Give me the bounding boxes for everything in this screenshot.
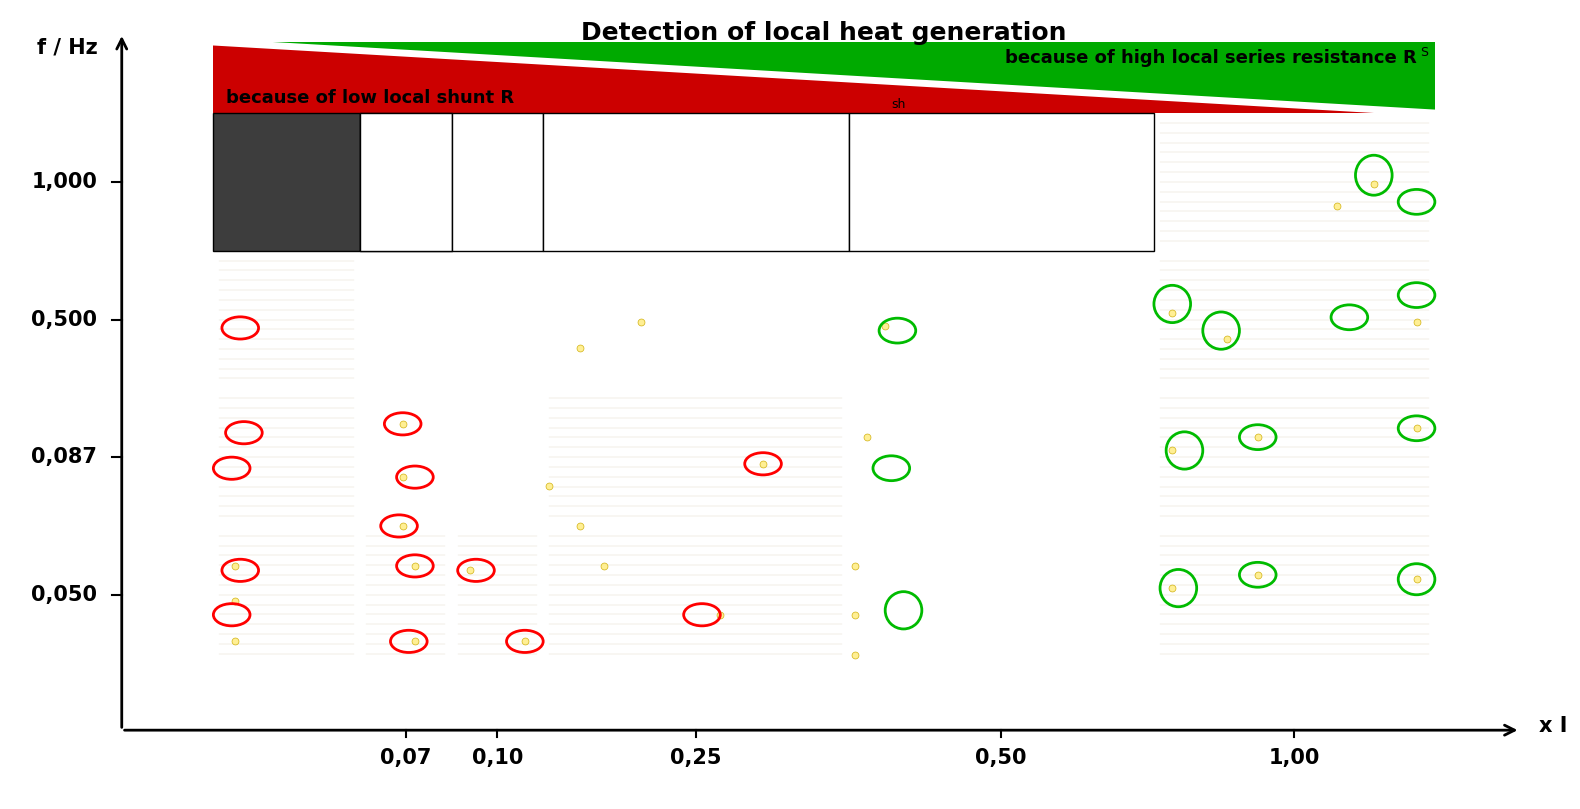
Text: 0,050: 0,050 [32,585,98,605]
Text: sh: sh [891,98,905,112]
Text: 0,50: 0,50 [975,748,1027,768]
Polygon shape [213,42,1435,113]
Bar [848,113,1153,251]
Text: 1,000: 1,000 [32,172,98,192]
Bar [213,42,1435,113]
Text: 0,07: 0,07 [381,748,431,768]
Text: Detection of local heat generation: Detection of local heat generation [581,21,1066,45]
Polygon shape [213,42,1435,113]
Bar [544,113,848,251]
Bar [452,113,544,251]
Bar [213,113,360,251]
Text: f / Hz: f / Hz [36,37,98,57]
Text: because of high local series resistance R: because of high local series resistance … [1005,49,1417,67]
Bar [360,113,452,251]
Bar [360,113,452,251]
Text: 0,10: 0,10 [472,748,523,768]
Text: because of low local shunt R: because of low local shunt R [226,89,514,107]
Text: x I: x I [1539,716,1567,735]
Text: S: S [1420,46,1428,60]
Text: 0,25: 0,25 [670,748,722,768]
Text: 1,00: 1,00 [1269,748,1321,768]
Text: 0,500: 0,500 [32,310,98,329]
Text: 0,087: 0,087 [32,447,98,467]
